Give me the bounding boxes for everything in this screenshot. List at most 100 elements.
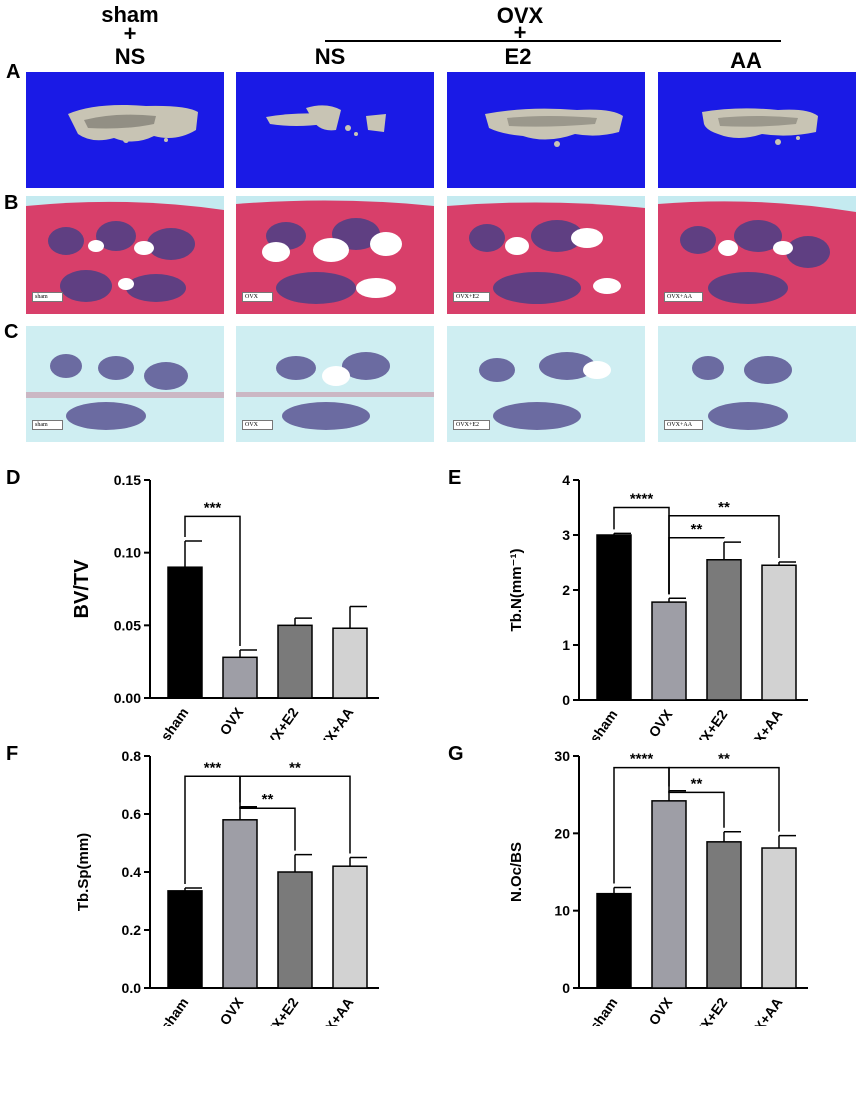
y-tick-label: 0.2 <box>122 922 142 938</box>
panel-letter-g: G <box>448 743 464 765</box>
significance-label: ** <box>691 775 703 792</box>
bar <box>332 627 368 699</box>
x-tick-label: OVX <box>645 706 675 740</box>
header-sham-line1: sham <box>101 2 159 27</box>
y-tick-label: 0 <box>562 692 570 708</box>
chart-tb-sp: 0.0 0.2 0.4 0.6 0.8 Tb.Sp(mm) sham OVX OVX+E2 OVX… <box>75 748 379 1026</box>
microct-panel-sham <box>26 72 224 188</box>
y-tick-label: 0.10 <box>114 545 141 561</box>
he-label-ovx: OVX <box>242 292 273 302</box>
bar <box>222 656 258 699</box>
y-tick-label: 1 <box>562 637 570 653</box>
bar <box>706 559 742 701</box>
significance-label: ** <box>718 499 730 516</box>
he-label-aa: OVX+AA <box>664 292 704 302</box>
y-tick-label: 0.0 <box>122 980 142 996</box>
x-tick-label: OVX <box>645 994 675 1026</box>
bar <box>167 890 203 989</box>
x-tick-label: OVX+AA <box>739 707 785 740</box>
header-sham-line3: NS <box>114 44 146 69</box>
significance-label: **** <box>630 751 654 768</box>
significance-label: ** <box>718 751 730 768</box>
microct-bone-render <box>266 105 386 136</box>
y-tick-label: 20 <box>554 825 570 841</box>
he-tissue-image <box>658 201 856 314</box>
trap-label-aa: OVX+AA <box>664 420 704 430</box>
x-tick-label: OVX+E2 <box>257 994 302 1026</box>
bar <box>332 865 368 989</box>
y-axis-label: N.Oc/BS <box>508 842 525 902</box>
x-tick-label: OVX+E2 <box>686 706 731 740</box>
he-label-e2: OVX+E2 <box>453 292 491 302</box>
x-tick-label: OVX+E2 <box>257 704 302 740</box>
y-axis-label: BV/TV <box>71 559 93 619</box>
y-tick-label: 10 <box>554 903 570 919</box>
significance-label: ** <box>262 791 274 808</box>
panel-letter-f: F <box>6 743 19 765</box>
x-tick-label: sham <box>586 995 620 1026</box>
bar <box>277 624 313 699</box>
trap-tissue-image <box>692 356 792 430</box>
y-axis-label: Tb.N(mm⁻¹) <box>508 549 525 632</box>
bar <box>761 847 797 989</box>
y-tick-label: 4 <box>562 472 570 488</box>
bar <box>222 819 258 989</box>
x-tick-label: OVX+AA <box>739 995 785 1026</box>
significance-bracket <box>239 775 351 854</box>
bar <box>651 800 687 989</box>
trap-label-sham: sham <box>32 420 63 430</box>
y-tick-label: 2 <box>562 582 570 598</box>
trap-tissue-image <box>479 352 611 430</box>
x-tick-label: OVX <box>216 994 246 1026</box>
significance-bracket <box>668 786 725 828</box>
x-tick-label: sham <box>157 995 191 1026</box>
panel-letter-b: B <box>4 192 19 214</box>
y-tick-label: 0.15 <box>114 472 141 488</box>
trap-label-ovx: OVX <box>242 420 273 430</box>
trap-panel-sham: sham <box>26 326 224 442</box>
microct-panel-aa <box>658 72 856 188</box>
panel-letter-a: A <box>6 61 21 83</box>
y-tick-label: 0.8 <box>122 748 142 764</box>
bar <box>596 534 632 701</box>
x-tick-label: OVX+AA <box>310 995 356 1026</box>
he-tissue-image <box>26 201 224 314</box>
significance-bracket <box>668 766 780 832</box>
header-ovx-plus: + <box>513 20 527 45</box>
header-col-e2: E2 <box>504 44 532 69</box>
y-tick-label: 0.05 <box>114 617 141 633</box>
trap-tissue-image <box>236 352 434 430</box>
y-tick-label: 3 <box>562 527 570 543</box>
header-col-aa: AA <box>730 48 762 73</box>
he-label-sham: sham <box>32 292 63 302</box>
significance-bracket <box>184 515 241 647</box>
bar <box>706 841 742 989</box>
bar <box>651 601 687 701</box>
y-tick-label: 30 <box>554 748 570 764</box>
header-sham-line2: + <box>123 21 137 46</box>
microct-bone-render <box>68 105 198 143</box>
bar <box>277 871 313 989</box>
microct-bone-render <box>485 108 623 147</box>
trap-tissue-image <box>26 354 224 430</box>
x-tick-label: OVX+AA <box>310 705 356 740</box>
significance-label: *** <box>204 759 222 776</box>
chart-bv-tv: 0.00 0.05 0.10 0.15 BV/TV sham OVX OVX+E2 OVX+AA… <box>71 472 379 740</box>
he-tissue-image <box>447 202 645 314</box>
panel-letter-e: E <box>448 467 462 489</box>
x-tick-label: OVX+E2 <box>686 994 731 1026</box>
x-tick-label: OVX <box>216 704 246 738</box>
he-panel-ovx: OVX <box>236 196 434 314</box>
x-tick-label: sham <box>586 707 620 740</box>
trap-panel-e2: OVX+E2 <box>447 326 645 442</box>
he-tissue-image <box>236 200 434 314</box>
y-tick-label: 0 <box>562 980 570 996</box>
significance-label: ** <box>691 521 703 538</box>
y-tick-label: 0.00 <box>114 690 141 706</box>
he-panel-sham: sham <box>26 196 224 314</box>
significance-bracket <box>668 537 725 595</box>
significance-bracket <box>239 802 296 851</box>
bar <box>761 564 797 701</box>
